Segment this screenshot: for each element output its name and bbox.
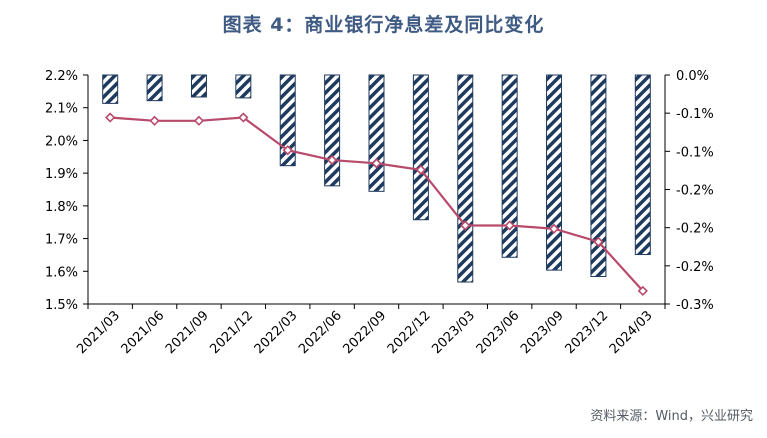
- x-tick-label: 2021/12: [207, 308, 256, 357]
- right-tick-label: -0.3%: [676, 298, 714, 313]
- line-point: [149, 115, 160, 126]
- line-point: [238, 112, 249, 123]
- x-tick-label: 2021/03: [74, 308, 123, 357]
- bar: [368, 74, 385, 192]
- x-tick-label: 2022/06: [296, 308, 345, 357]
- line-point: [371, 158, 382, 169]
- x-tick-label: 2023/06: [474, 308, 523, 357]
- left-tick-label: 1.7%: [45, 233, 78, 248]
- line-point: [460, 220, 471, 231]
- left-tick-label: 1.8%: [45, 200, 78, 215]
- line-point: [326, 154, 338, 166]
- bar: [634, 74, 651, 256]
- right-tick-label: -0.2%: [676, 260, 714, 275]
- x-tick-label: 2023/09: [518, 308, 567, 357]
- line-point: [193, 115, 205, 126]
- x-tick-label: 2023/12: [562, 308, 611, 357]
- left-tick-label: 1.5%: [45, 298, 78, 313]
- line-point: [548, 223, 560, 234]
- line-point: [282, 145, 293, 156]
- x-tick-label: 2023/03: [429, 308, 478, 357]
- line-point: [504, 220, 515, 231]
- x-tick-label: 2022/12: [385, 308, 434, 357]
- bar: [279, 74, 296, 167]
- bar: [102, 74, 119, 104]
- right-tick-label: -0.2%: [676, 222, 714, 237]
- x-tick-label: 2022/09: [341, 308, 390, 357]
- bar: [190, 74, 207, 98]
- x-tick-label: 2024/03: [607, 308, 656, 357]
- bar: [412, 74, 429, 221]
- bar: [324, 74, 341, 187]
- left-tick-label: 1.6%: [45, 265, 78, 280]
- left-tick-label: 2.0%: [45, 134, 78, 149]
- source-note: 资料来源：Wind，兴业研究: [590, 409, 753, 424]
- bar: [546, 74, 563, 271]
- line-point: [105, 112, 116, 123]
- left-tick-label: 2.1%: [45, 102, 78, 117]
- bar: [457, 74, 474, 283]
- bar: [501, 74, 518, 258]
- chart-title: 图表 4：商业银行净息差及同比变化: [222, 14, 545, 36]
- x-tick-label: 2021/06: [119, 308, 168, 357]
- bar: [146, 74, 163, 102]
- line-point: [415, 164, 427, 176]
- bar: [235, 74, 252, 99]
- x-tick-label: 2022/03: [252, 308, 301, 357]
- left-tick-label: 2.2%: [45, 69, 78, 84]
- right-tick-label: 0.0%: [676, 69, 709, 84]
- left-tick-label: 1.9%: [45, 167, 78, 182]
- line-point: [637, 285, 648, 297]
- x-tick-label: 2021/09: [163, 308, 212, 357]
- right-tick-label: -0.1%: [676, 107, 714, 122]
- right-tick-label: -0.1%: [676, 145, 714, 160]
- line-point: [593, 236, 604, 247]
- bar: [590, 74, 607, 278]
- right-tick-label: -0.2%: [676, 184, 714, 199]
